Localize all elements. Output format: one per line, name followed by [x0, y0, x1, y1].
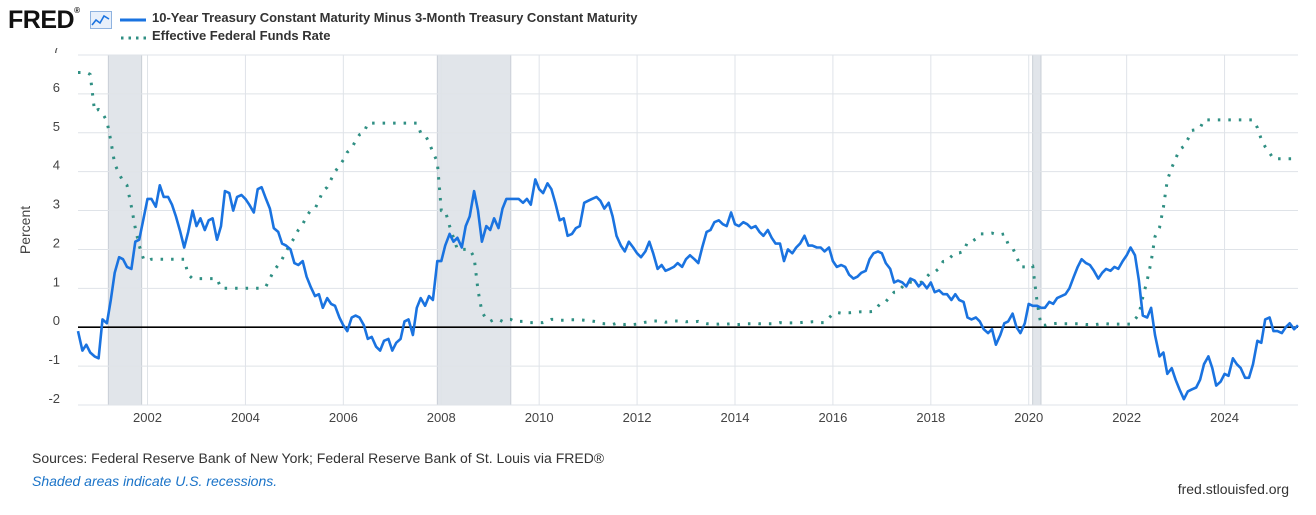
y-tick-label: 6: [53, 80, 60, 95]
x-tick-label: 2004: [231, 410, 260, 425]
line-chart: -2 -1 0 1 2 3 4 5 6 7 2002 2004 2006 2008 2010 2012 201…: [17, 48, 1299, 425]
line-chart-icon: [90, 11, 112, 34]
recession-note: Shaded areas indicate U.S. recessions.: [32, 473, 278, 489]
y-tick-label: 4: [53, 158, 60, 173]
x-tick-label: 2002: [133, 410, 162, 425]
y-axis-ticks: -2 -1 0 1 2 3 4 5 6 7: [48, 48, 60, 406]
x-tick-label: 2024: [1210, 410, 1239, 425]
x-tick-label: 2014: [721, 410, 750, 425]
logo-mark: ®: [74, 6, 80, 15]
x-tick-label: 2006: [329, 410, 358, 425]
y-tick-label: 3: [53, 197, 60, 212]
x-axis-ticks: 2002 2004 2006 2008 2010 2012 2014 2016 2018 2020…: [133, 410, 1239, 425]
legend-label: Effective Federal Funds Rate: [152, 28, 331, 43]
y-tick-label: 2: [53, 235, 60, 250]
legend-swatch-dotted: [121, 36, 146, 40]
x-tick-label: 2020: [1014, 410, 1043, 425]
y-tick-label: 1: [53, 274, 60, 289]
y-tick-label: 5: [53, 119, 60, 134]
x-tick-label: 2010: [525, 410, 554, 425]
series-line-funds-rate: [78, 71, 1298, 327]
y-tick-label: -2: [48, 391, 60, 406]
recession-bands: [107, 54, 1042, 406]
gridlines: [78, 54, 1298, 406]
logo-text: FRED: [8, 6, 75, 34]
recession-band: [436, 54, 512, 406]
y-tick-label: 7: [53, 48, 60, 56]
series-group: [76, 71, 1299, 401]
recession-band: [107, 54, 143, 406]
sources-text: Sources: Federal Reserve Bank of New Yor…: [32, 450, 605, 466]
y-tick-label: 0: [53, 313, 60, 328]
x-tick-label: 2022: [1112, 410, 1141, 425]
x-tick-label: 2016: [818, 410, 847, 425]
legend-label: 10-Year Treasury Constant Maturity Minus…: [152, 10, 638, 25]
x-tick-label: 2012: [623, 410, 652, 425]
recession-band: [1032, 54, 1042, 406]
y-axis-title: Percent: [17, 206, 33, 254]
fred-logo[interactable]: FRED®: [8, 6, 80, 35]
site-link[interactable]: fred.stlouisfed.org: [1177, 481, 1289, 497]
x-tick-label: 2008: [427, 410, 456, 425]
series-line-spread: [76, 178, 1299, 401]
x-tick-label: 2018: [916, 410, 945, 425]
legend-swatch-solid: [120, 18, 146, 22]
y-tick-label: -1: [48, 352, 60, 367]
